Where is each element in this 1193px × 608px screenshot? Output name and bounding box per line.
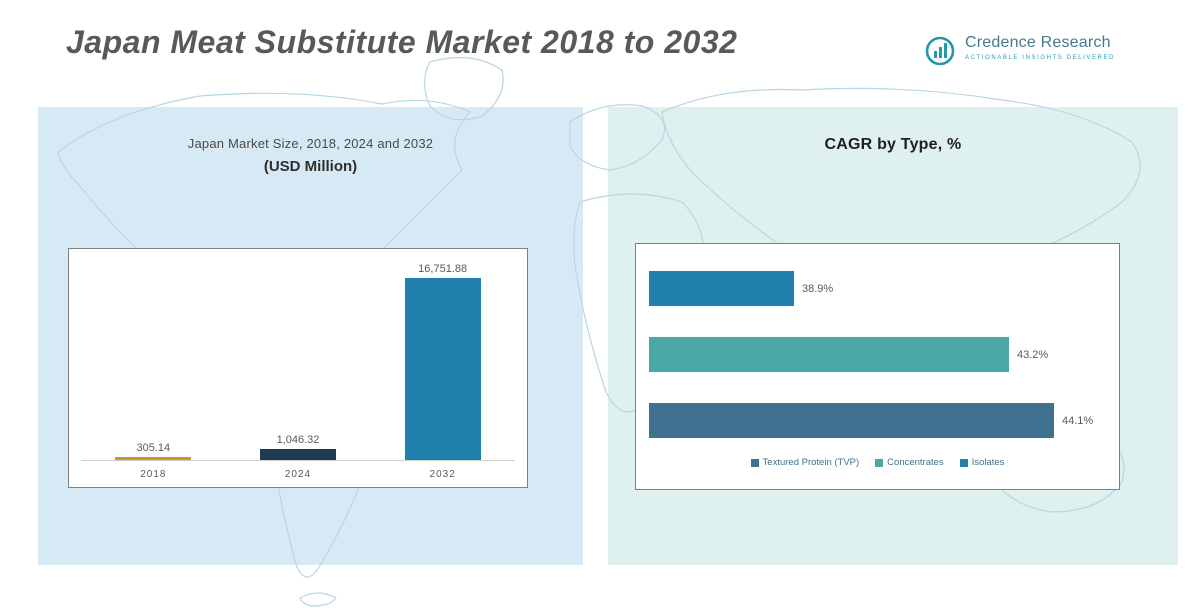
cagr-chart: 38.9% 43.2% 44.1% Textured Protein (TVP) Co… <box>635 243 1120 490</box>
market-size-heading: Japan Market Size, 2018, 2024 and 2032 (… <box>38 136 583 175</box>
legend-swatch <box>959 458 968 467</box>
bar-row-textured-protein-tvp: 44.1% <box>649 403 1093 438</box>
market-size-categories: 2018 2024 2032 <box>81 469 515 480</box>
logo-text-block: Credence Research Actionable Insights De… <box>965 34 1115 61</box>
page-title: Japan Meat Substitute Market 2018 to 203… <box>66 24 738 60</box>
market-size-plot: 305.14 1,046.32 16,751.88 <box>81 259 515 461</box>
legend-swatch <box>875 458 884 467</box>
bar-2018 <box>115 457 192 460</box>
bar-isolates <box>649 271 794 306</box>
bar-group-2018: 305.14 <box>115 442 192 460</box>
bar-2032 <box>404 278 481 460</box>
bar-value-label: 43.2% <box>1017 348 1049 361</box>
bar-value-label: 44.1% <box>1062 414 1094 427</box>
credence-research-logo: Credence Research Actionable Insights De… <box>922 34 1115 70</box>
bar-value-label: 305.14 <box>136 442 171 454</box>
bar-concentrates <box>649 337 1009 372</box>
cagr-legend: Textured Protein (TVP) Concentrates Isolat… <box>636 457 1119 468</box>
logo-bar-chart-icon <box>925 36 955 66</box>
x-axis-label-2024: 2024 <box>284 469 312 480</box>
legend-label: Isolates <box>971 457 1005 468</box>
bar-textured-protein-tvp <box>649 403 1054 438</box>
cagr-heading-text: CAGR by Type, % <box>824 136 962 153</box>
legend-item-textured-protein-tvp: Textured Protein (TVP) <box>750 457 860 468</box>
bar-2024 <box>259 449 336 460</box>
legend-item-concentrates: Concentrates <box>875 457 944 468</box>
bar-group-2032: 16,751.88 <box>404 263 481 460</box>
x-axis-label-2018: 2018 <box>140 469 167 480</box>
legend-swatch <box>750 458 759 467</box>
legend-label: Concentrates <box>887 457 944 468</box>
legend-item-isolates: Isolates <box>959 457 1005 468</box>
logo-name: Credence Research <box>965 34 1111 51</box>
bar-value-label: 38.9% <box>802 282 834 295</box>
bar-value-label: 1,046.32 <box>276 434 320 446</box>
market-size-heading-line2: (USD Million) <box>263 158 358 175</box>
market-size-heading-line1: Japan Market Size, 2018, 2024 and 2032 <box>187 136 434 151</box>
x-axis-label-2032: 2032 <box>429 469 456 480</box>
bar-row-concentrates: 43.2% <box>649 337 1048 372</box>
legend-label: Textured Protein (TVP) <box>762 457 860 468</box>
bar-value-label: 16,751.88 <box>418 263 468 275</box>
cagr-heading: CAGR by Type, % <box>608 136 1178 154</box>
bar-row-isolates: 38.9% <box>649 271 833 306</box>
market-size-chart: 305.14 1,046.32 16,751.88 2018 2024 2032 <box>68 248 528 488</box>
logo-tagline: Actionable Insights Delivered <box>965 55 1116 61</box>
bar-group-2024: 1,046.32 <box>259 434 336 460</box>
